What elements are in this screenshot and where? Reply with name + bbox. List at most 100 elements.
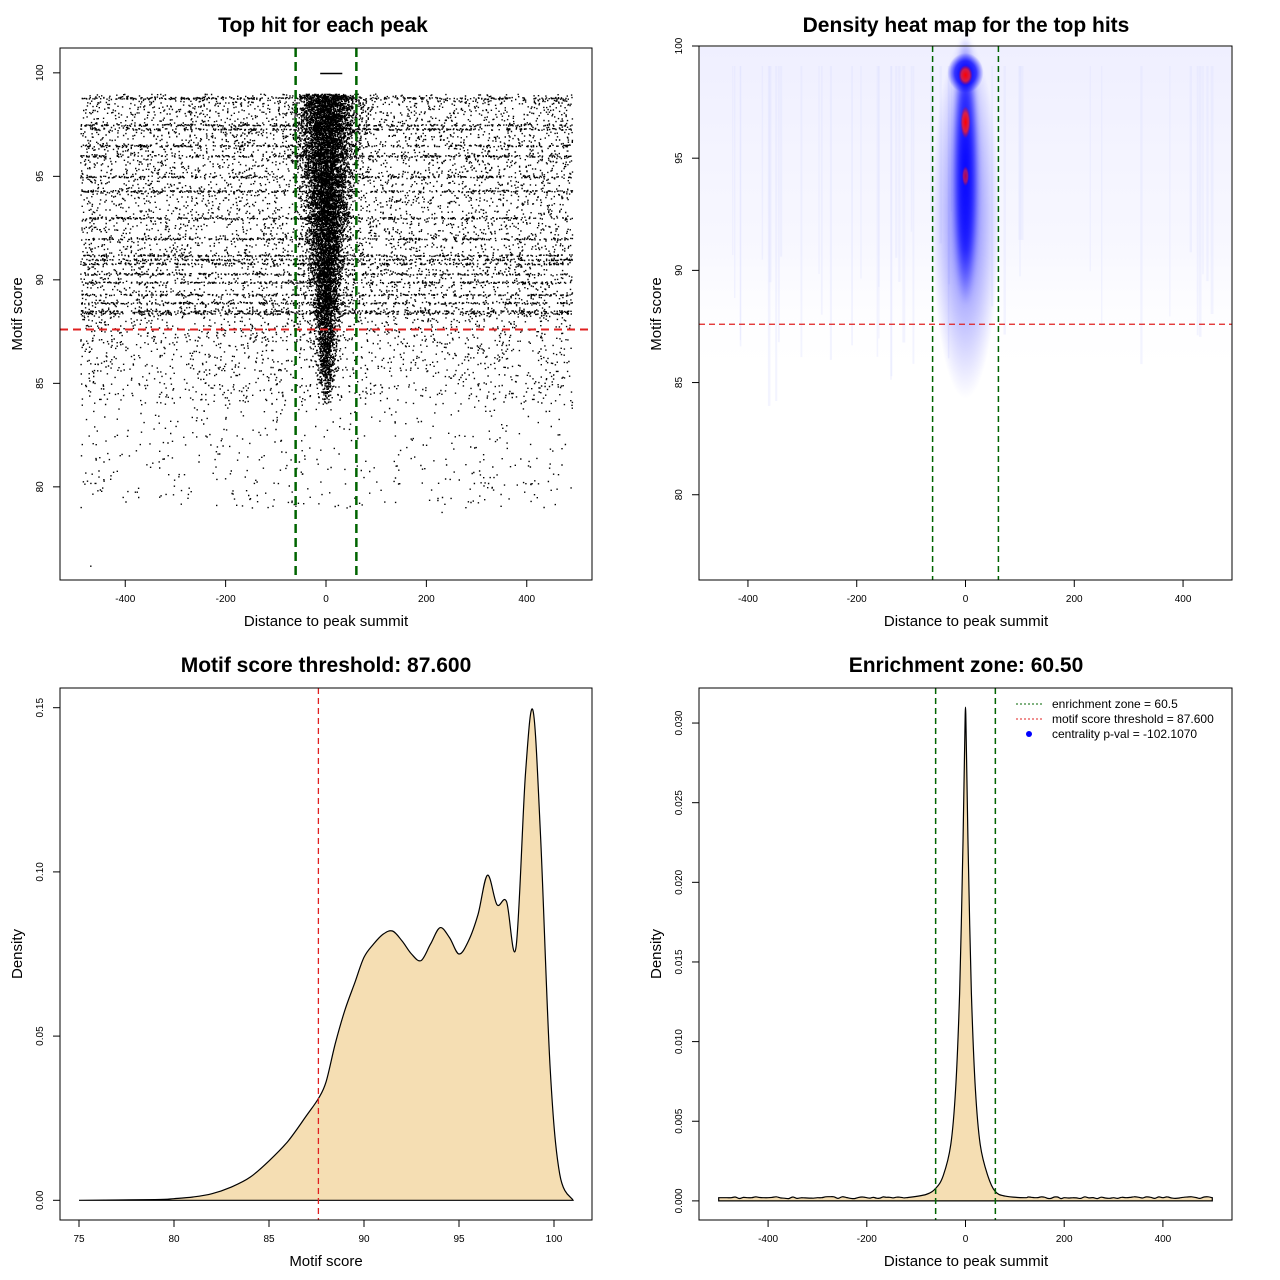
heatmap-streak [1189, 66, 1192, 253]
heatmap-streak [1206, 66, 1209, 282]
heatmap-streak [829, 66, 832, 360]
x-tick-label: 200 [1066, 594, 1083, 605]
x-tick-label: -200 [847, 594, 867, 605]
heatmap-streak [851, 66, 854, 346]
heatmap-streak [739, 66, 742, 347]
x-tick-label: 400 [1155, 1234, 1172, 1245]
x-tick-label: 0 [323, 594, 329, 605]
y-tick-label: 0.010 [674, 1029, 685, 1054]
panel-score-density: Motif score threshold: 87.600 75 80 85 90 95… [9, 654, 593, 1270]
heatmap-streak [1020, 66, 1024, 240]
panel-enrichment-density: Enrichment zone: 60.50 -400 -200 0 200 400 0.… [648, 654, 1233, 1270]
x-tick-label: 80 [168, 1234, 180, 1245]
y-tick-label: 0.015 [674, 949, 685, 974]
y-tick-label: 100 [35, 64, 46, 81]
heatmap-streak [800, 66, 803, 358]
score-density-area [78, 708, 574, 1201]
heatmap-streak [878, 66, 880, 339]
y-tick-label: 0.000 [674, 1188, 685, 1213]
heatmap-streak [890, 66, 893, 377]
x-tick-label: 85 [263, 1234, 275, 1245]
heatmap-streak [1169, 66, 1171, 317]
y-tick-label: 80 [35, 481, 46, 493]
heatmap-streak [1210, 66, 1214, 314]
heatmap-streak [1196, 66, 1199, 336]
panel-4-axes: -400 -200 0 200 400 0.000 0.005 0.010 0.015 0.020… [674, 710, 1172, 1245]
panel-1-axes: -400 -200 0 200 400 80 85 90 95 100 [35, 64, 536, 605]
heatmap-red-band-lower [962, 166, 969, 187]
y-tick-label: 0.15 [35, 698, 46, 718]
y-tick-label: 85 [674, 377, 685, 389]
legend-threshold-label: motif score threshold = 87.600 [1052, 712, 1214, 726]
heatmap-streak [739, 66, 741, 341]
heatmap-red-band [960, 106, 971, 139]
y-tick-label: 0.030 [674, 710, 685, 735]
panel-1-xlabel: Distance to peak summit [244, 613, 409, 630]
heatmap-streak [780, 66, 783, 257]
heatmap-streak [1089, 66, 1091, 272]
legend: enrichment zone = 60.5 motif score thres… [1016, 697, 1214, 741]
legend-pval-label: centrality p-val = -102.1070 [1052, 727, 1197, 741]
y-tick-label: 80 [674, 489, 685, 501]
heatmap-streak [734, 66, 736, 299]
y-tick-label: 85 [35, 377, 46, 389]
panel-2-xlabel: Distance to peak summit [884, 613, 1049, 630]
heatmap-streak [820, 66, 823, 315]
x-tick-label: 200 [1056, 1234, 1073, 1245]
panel-1-ylabel: Motif score [9, 277, 26, 350]
heatmap-streak [1140, 66, 1143, 365]
heatmap-streak [1198, 66, 1202, 337]
y-tick-label: 95 [674, 152, 685, 164]
heatmap-streak [878, 66, 880, 287]
x-tick-label: -200 [216, 594, 236, 605]
panel-3-xlabel: Motif score [289, 1253, 362, 1270]
legend-zone-label: enrichment zone = 60.5 [1052, 697, 1178, 711]
heatmap-streak [1019, 66, 1021, 277]
heatmap-streak [876, 66, 879, 357]
x-tick-label: -400 [115, 594, 135, 605]
x-tick-label: -400 [758, 1234, 778, 1245]
heatmap-streak [768, 66, 772, 283]
panel-2-axes: -400 -200 0 200 400 80 85 90 95 100 [674, 37, 1192, 605]
y-tick-label: 0.025 [674, 790, 685, 815]
x-tick-label: -400 [738, 594, 758, 605]
legend-pval-swatch [1026, 731, 1032, 737]
x-tick-label: 0 [963, 594, 969, 605]
enrichment-density-area [718, 706, 1213, 1202]
heatmap-streak [1101, 66, 1103, 326]
heatmap-streak [777, 66, 780, 343]
panel-1-title: Top hit for each peak [218, 14, 428, 37]
enrichment-zone-lines [934, 688, 997, 1220]
scatter-point-cloud [80, 72, 574, 567]
panel-3-axes: 75 80 85 90 95 100 0.00 0.05 0.10 0.15 [35, 698, 563, 1245]
heatmap-streak [902, 66, 906, 343]
y-tick-label: 90 [674, 264, 685, 276]
heatmap-streak [732, 66, 734, 256]
y-tick-label: 0.020 [674, 869, 685, 894]
heatmap-streak [860, 66, 862, 279]
y-tick-label: 0.00 [35, 1190, 46, 1210]
y-tick-label: 95 [35, 170, 46, 182]
x-tick-label: 95 [453, 1234, 465, 1245]
x-tick-label: 0 [963, 1234, 969, 1245]
heatmap-density [700, 32, 1231, 406]
panel-heatmap: Density heat map for the top hits [648, 14, 1233, 630]
x-tick-label: 400 [1175, 594, 1192, 605]
panel-4-ylabel: Density [648, 928, 665, 979]
x-tick-label: 90 [358, 1234, 370, 1245]
panel-scatter: Top hit for each peak -400 -200 0 200 400 80 8… [9, 14, 593, 630]
heatmap-streak [775, 66, 778, 402]
heatmap-streak [890, 66, 892, 380]
panel-3-title: Motif score threshold: 87.600 [181, 654, 472, 677]
y-tick-label: 100 [674, 37, 685, 54]
heatmap-streak [761, 66, 764, 260]
heatmap-streak [1018, 66, 1022, 240]
scatter-reference-lines [60, 48, 592, 580]
heatmap-streak [895, 66, 898, 258]
heatmap-streak [912, 66, 915, 364]
heatmap-streak [910, 66, 913, 232]
heatmap-streak [898, 66, 901, 282]
heatmap-streak [818, 66, 820, 274]
panel-2-ylabel: Motif score [648, 277, 665, 350]
x-tick-label: -200 [857, 1234, 877, 1245]
